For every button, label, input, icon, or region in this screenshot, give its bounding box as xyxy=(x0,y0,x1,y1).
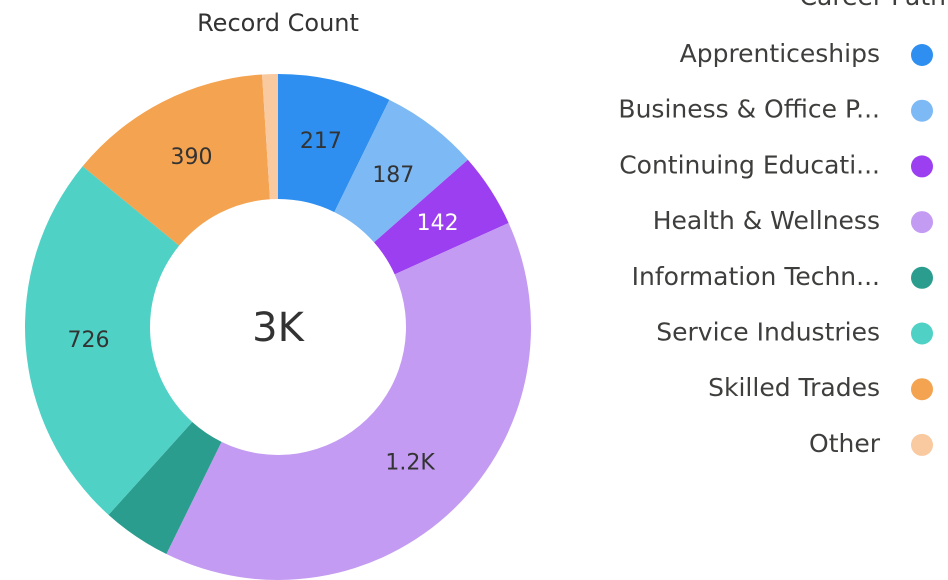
data-label: 390 xyxy=(171,145,213,170)
data-label: 217 xyxy=(300,129,342,154)
legend-label: Health & Wellness xyxy=(653,206,880,235)
slice xyxy=(334,99,468,243)
data-label: 726 xyxy=(68,328,110,353)
legend-swatch xyxy=(911,155,933,178)
legend-swatch xyxy=(911,44,933,66)
data-label: 187 xyxy=(372,163,414,188)
legend-title: Career Path xyxy=(800,0,946,11)
legend-label: Other xyxy=(809,429,881,458)
legend-swatch xyxy=(911,433,933,456)
center-label: 3K xyxy=(252,305,305,351)
legend-swatch xyxy=(911,211,933,234)
slice xyxy=(24,166,193,515)
data-label: 142 xyxy=(417,211,459,236)
legend-label: Continuing Educati... xyxy=(619,150,880,179)
slice xyxy=(166,222,531,580)
slice xyxy=(374,159,509,275)
chart-title: Record Count xyxy=(197,9,359,37)
legend-label: Information Techn... xyxy=(632,262,880,291)
legend-label: Skilled Trades xyxy=(708,373,880,402)
legend-swatch xyxy=(911,266,933,289)
slice xyxy=(262,74,278,200)
slice xyxy=(82,74,270,246)
data-label: 1.2K xyxy=(385,451,435,476)
legend-label: Business & Office P... xyxy=(618,95,880,124)
legend-swatch xyxy=(911,322,933,345)
legend-swatch xyxy=(911,99,933,122)
slice xyxy=(278,74,390,213)
legend-swatch xyxy=(911,378,933,401)
legend-label: Service Industries xyxy=(656,318,880,347)
legend-label: Apprenticeships xyxy=(680,39,880,68)
slice xyxy=(108,422,222,555)
